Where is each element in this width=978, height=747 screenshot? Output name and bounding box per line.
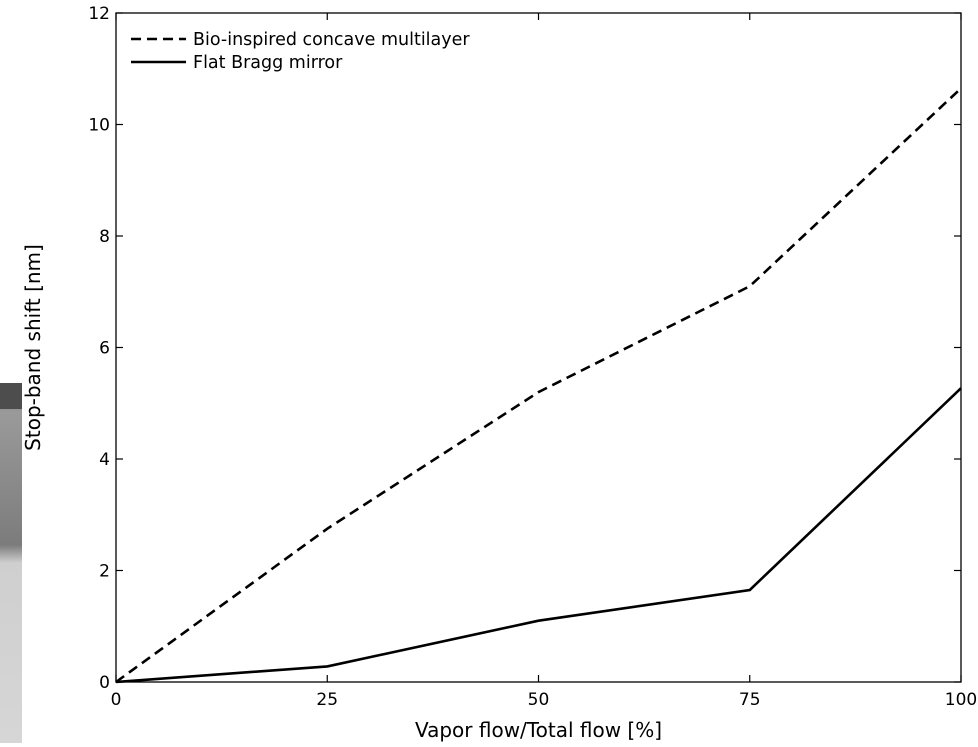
y-tick-label: 0 xyxy=(99,673,110,693)
x-tick-label: 25 xyxy=(316,690,338,710)
x-tick-label: 50 xyxy=(528,690,550,710)
y-tick-label: 8 xyxy=(99,227,110,247)
legend: Bio-inspired concave multilayer Flat Bra… xyxy=(131,30,470,73)
x-tick-label: 75 xyxy=(739,690,761,710)
y-tick-label: 10 xyxy=(88,116,110,136)
series-line-bio-inspired xyxy=(115,87,962,684)
y-tick-label: 2 xyxy=(99,562,110,582)
x-tick-label: 100 xyxy=(945,690,977,710)
series-layer xyxy=(115,87,962,684)
x-axis-label: Vapor flow/Total flow [%] xyxy=(415,718,662,742)
series-line-flat-bragg xyxy=(115,387,962,684)
y-tick-label: 12 xyxy=(88,4,110,24)
y-axis-ticks: 0 2 4 6 8 10 12 xyxy=(88,4,961,693)
y-axis-label: Stop-band shift [nm] xyxy=(21,244,45,451)
x-tick-label: 0 xyxy=(111,690,122,710)
legend-label-flat-bragg: Flat Bragg mirror xyxy=(193,53,343,73)
y-tick-label: 4 xyxy=(99,450,110,470)
y-tick-label: 6 xyxy=(99,339,110,359)
inset-photo-fragment xyxy=(0,383,22,743)
plot-frame xyxy=(115,12,962,683)
x-axis-ticks: 0 25 50 75 100 xyxy=(111,13,977,710)
legend-label-bio-inspired: Bio-inspired concave multilayer xyxy=(193,30,470,50)
